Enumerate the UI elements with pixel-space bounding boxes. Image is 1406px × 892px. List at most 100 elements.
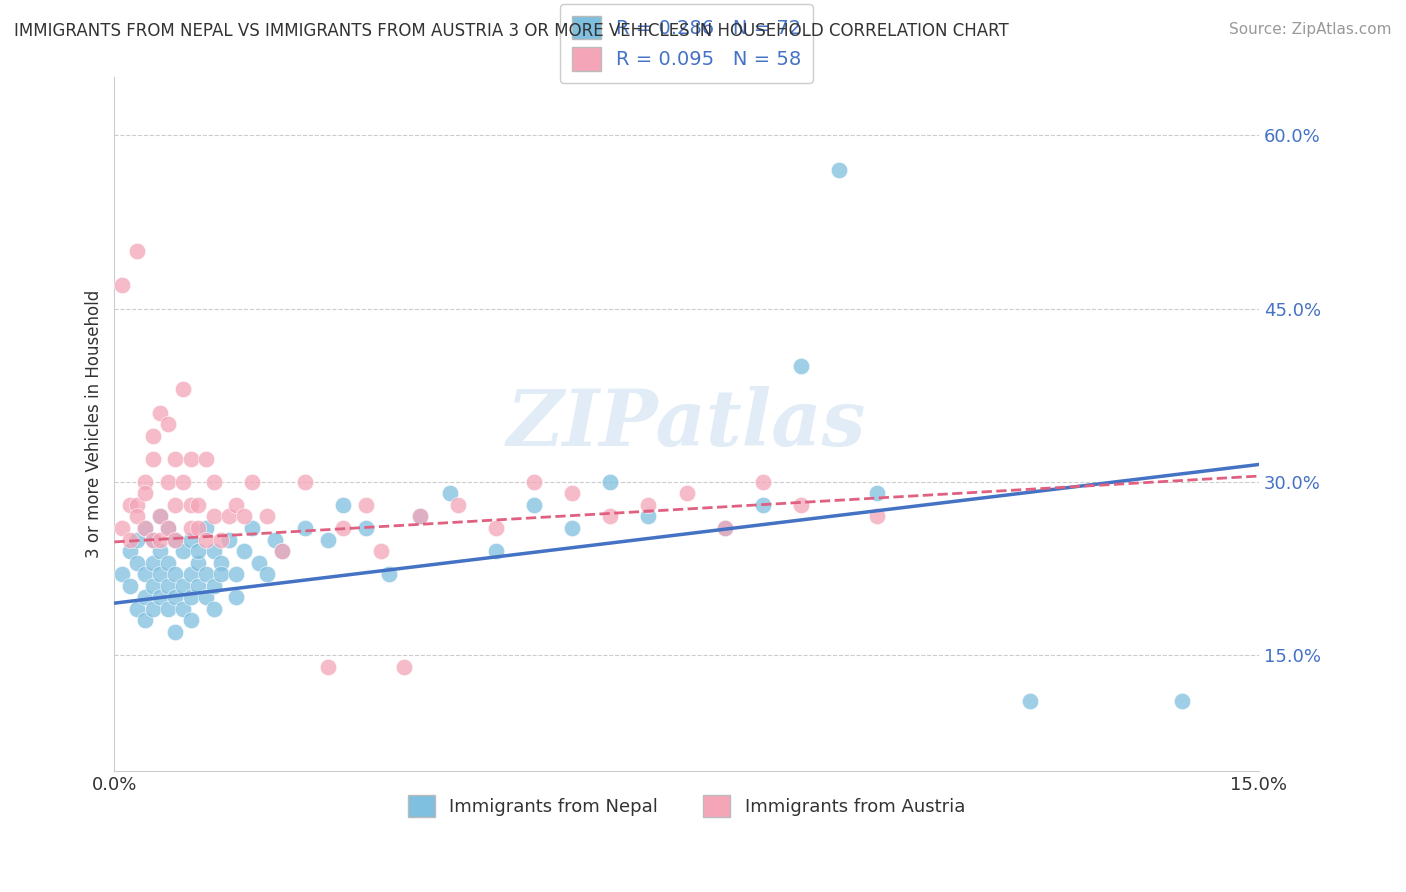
Point (134, 475, 156, 489)
Point (866, 509, 889, 524)
Point (271, 544, 294, 558)
Point (165, 533, 187, 547)
Legend: Immigrants from Nepal, Immigrants from Austria: Immigrants from Nepal, Immigrants from A… (401, 788, 973, 824)
Point (156, 556, 179, 570)
Point (142, 428, 165, 442)
Point (1171, 694, 1194, 708)
Point (172, 602, 194, 616)
Point (149, 544, 172, 558)
Text: IMMIGRANTS FROM NEPAL VS IMMIGRANTS FROM AUSTRIA 3 OR MORE VEHICLES IN HOUSEHOLD: IMMIGRANTS FROM NEPAL VS IMMIGRANTS FROM… (14, 22, 1010, 40)
Point (752, 498, 775, 512)
Point (156, 521, 179, 535)
Point (202, 602, 225, 616)
Point (561, 521, 583, 535)
Point (187, 521, 209, 535)
Point (187, 579, 209, 593)
Point (447, 498, 470, 512)
Point (637, 498, 659, 512)
Point (263, 533, 285, 547)
Point (156, 475, 179, 489)
Point (599, 509, 621, 524)
Point (118, 544, 141, 558)
Point (485, 521, 508, 535)
Point (180, 533, 202, 547)
Point (134, 614, 156, 628)
Point (149, 509, 172, 524)
Point (134, 591, 156, 605)
Point (354, 498, 377, 512)
Point (194, 451, 217, 466)
Point (165, 567, 187, 582)
Point (180, 567, 202, 582)
Point (316, 659, 339, 673)
Point (194, 533, 217, 547)
Point (209, 556, 232, 570)
Point (561, 486, 583, 500)
Point (271, 544, 294, 558)
Point (233, 509, 256, 524)
Point (156, 579, 179, 593)
Point (111, 278, 134, 293)
Point (378, 567, 401, 582)
Point (111, 521, 134, 535)
Point (142, 602, 165, 616)
Point (127, 244, 149, 258)
Point (209, 533, 232, 547)
Point (247, 556, 270, 570)
Point (127, 498, 149, 512)
Point (134, 521, 156, 535)
Point (1018, 694, 1040, 708)
Point (180, 521, 202, 535)
Point (194, 567, 217, 582)
Point (149, 591, 172, 605)
Point (394, 659, 416, 673)
Point (637, 509, 659, 524)
Point (172, 383, 194, 397)
Point (118, 498, 141, 512)
Point (202, 544, 225, 558)
Point (165, 498, 187, 512)
Point (225, 567, 247, 582)
Point (156, 417, 179, 431)
Point (194, 591, 217, 605)
Point (111, 567, 134, 582)
Point (439, 486, 461, 500)
Point (828, 162, 851, 177)
Point (118, 533, 141, 547)
Text: ZIPatlas: ZIPatlas (508, 386, 866, 462)
Point (202, 475, 225, 489)
Point (127, 556, 149, 570)
Point (790, 359, 813, 374)
Point (866, 486, 889, 500)
Point (134, 521, 156, 535)
Point (180, 591, 202, 605)
Point (172, 475, 194, 489)
Point (156, 521, 179, 535)
Point (142, 556, 165, 570)
Point (134, 486, 156, 500)
Point (225, 591, 247, 605)
Point (134, 567, 156, 582)
Point (142, 579, 165, 593)
Point (165, 451, 187, 466)
Point (209, 567, 232, 582)
Point (332, 498, 354, 512)
Point (127, 533, 149, 547)
Point (194, 521, 217, 535)
Point (149, 533, 172, 547)
Point (240, 475, 263, 489)
Point (713, 521, 735, 535)
Point (316, 533, 339, 547)
Point (225, 498, 247, 512)
Point (233, 544, 256, 558)
Point (156, 602, 179, 616)
Point (165, 625, 187, 640)
Point (165, 591, 187, 605)
Point (523, 498, 546, 512)
Point (408, 509, 430, 524)
Point (142, 533, 165, 547)
Point (127, 509, 149, 524)
Point (240, 521, 263, 535)
Point (675, 486, 697, 500)
Point (127, 602, 149, 616)
